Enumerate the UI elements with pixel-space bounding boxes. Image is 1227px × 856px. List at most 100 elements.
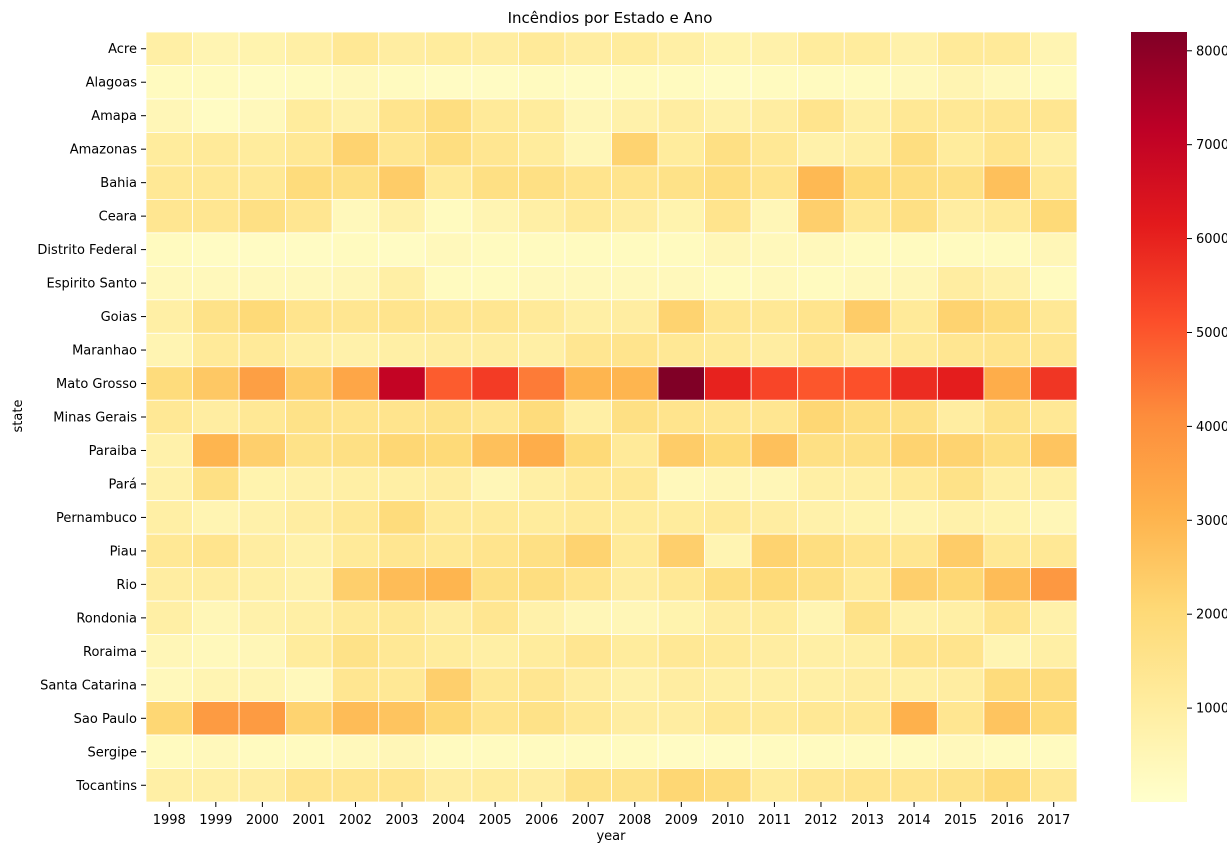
heatmap-cell [238,165,287,200]
heatmap-cell [192,366,240,401]
heatmap-cell [564,399,612,435]
heatmap-cell [378,734,426,769]
heatmap-cell [145,366,193,401]
heatmap-cell [285,433,333,468]
heatmap-cell [890,265,938,301]
heatmap-cell [611,701,659,736]
heatmap-cell [471,634,519,669]
heatmap-cell [936,768,985,803]
heatmap-cell [518,265,566,301]
heatmap-cell [518,533,566,569]
heatmap-cell [797,768,845,803]
heatmap-cell [657,567,705,602]
heatmap-cell [657,232,705,267]
heatmap-cell [611,768,659,803]
heatmap-cell [657,98,705,133]
heatmap-cell [471,265,519,301]
heatmap-cell [518,31,566,66]
heatmap-cell [983,500,1031,535]
heatmap-cell [145,667,193,702]
y-tick-label: Pernambuco [56,511,137,526]
heatmap-cell [843,232,892,267]
heatmap-cell [471,701,519,736]
heatmap-cell [890,667,938,702]
heatmap-cell [378,232,426,267]
y-tick-label: Piau [110,544,137,559]
heatmap-cell [843,399,892,435]
heatmap-cell [518,399,566,435]
heatmap-cell [471,667,519,702]
heatmap-cell [936,399,985,435]
heatmap-cell [518,567,566,602]
heatmap-cell [331,500,380,535]
heatmap-cell [518,65,566,100]
heatmap-cell [843,600,892,636]
heatmap-cell [378,198,426,234]
heatmap-cell [750,366,799,401]
x-tick-label: 2005 [479,813,512,828]
heatmap-cell [192,667,240,702]
heatmap-cell [657,165,705,200]
heatmap-cell [238,600,287,636]
heatmap-cell [192,232,240,267]
heatmap-cell [704,433,752,468]
x-tick-label: 1998 [153,813,186,828]
y-tick-labels: Acre Alagoas Amapa Amazonas Bahia Ceara Distri… [37,42,146,794]
heatmap-cell [657,399,705,435]
heatmap-cell [564,65,612,100]
heatmap-cell [936,533,985,569]
heatmap-cell [192,65,240,100]
x-tick-label: 1999 [199,813,232,828]
heatmap-cell [145,165,193,200]
heatmap-cell [378,366,426,401]
heatmap-cell [145,98,193,133]
heatmap-cell [1030,701,1078,736]
heatmap-cell [424,198,473,234]
heatmap-cell [890,466,938,502]
heatmap-cell [331,634,380,669]
heatmap-cell [424,634,473,669]
heatmap-cell [331,265,380,301]
x-tick-label: 2001 [292,813,325,828]
heatmap-cell [192,31,240,66]
heatmap-cell [704,232,752,267]
x-tick-label: 2004 [432,813,465,828]
heatmap-cell [843,734,892,769]
heatmap-cell [936,65,985,100]
heatmap-cell [378,332,426,368]
heatmap-cell [1030,98,1078,133]
colorbar-tick-label: 6000 [1196,232,1227,247]
heatmap-cell [704,132,752,167]
heatmap-cell [611,198,659,234]
heatmap-cell [750,132,799,167]
heatmap-cell [378,567,426,602]
heatmap-cell [1030,600,1078,636]
heatmap-cell [750,466,799,502]
heatmap-cell [145,399,193,435]
heatmap-cell [936,98,985,133]
chart-title: Incêndios por Estado e Ano [508,9,713,27]
heatmap-cell [750,667,799,702]
heatmap-cell [192,265,240,301]
heatmap-cell [843,667,892,702]
heatmap-cell [750,165,799,200]
heatmap-cell [518,98,566,133]
heatmap-cell [750,98,799,133]
heatmap-cell [1030,232,1078,267]
heatmap-cell [936,734,985,769]
heatmap-cell [471,433,519,468]
heatmap-cell [238,667,287,702]
heatmap-cell [983,466,1031,502]
heatmap-cell [704,567,752,602]
y-tick-label: Santa Catarina [40,678,137,693]
heatmap-cell [890,299,938,334]
heatmap-cell [750,567,799,602]
heatmap-cell [331,600,380,636]
heatmap-cell [471,734,519,769]
heatmap-cell [378,701,426,736]
heatmap-cell [843,768,892,803]
heatmap-cell [285,232,333,267]
x-tick-label: 2012 [804,813,837,828]
heatmap-cell [890,232,938,267]
y-tick-label: Sergipe [88,745,137,760]
